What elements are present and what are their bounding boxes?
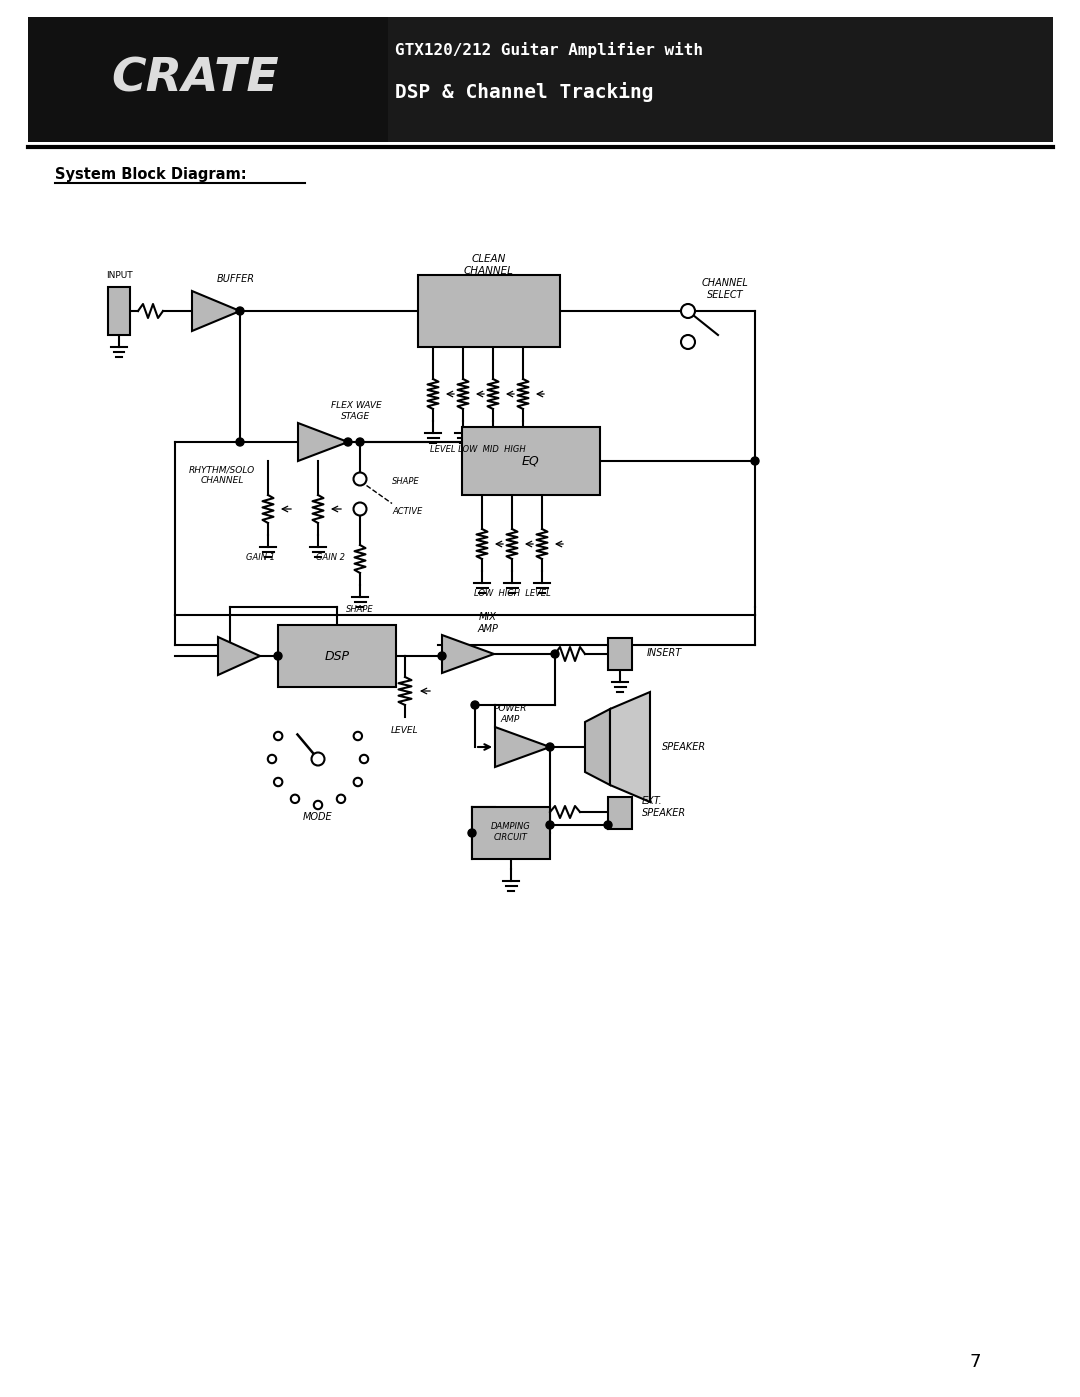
Text: CLEAN
CHANNEL: CLEAN CHANNEL [464, 254, 514, 275]
Circle shape [360, 754, 368, 763]
Text: SHAPE: SHAPE [392, 476, 420, 486]
Polygon shape [192, 291, 240, 331]
Text: LEVEL: LEVEL [391, 725, 419, 735]
Polygon shape [610, 692, 650, 802]
Text: INSERT: INSERT [647, 648, 683, 658]
Circle shape [311, 753, 324, 766]
Text: DAMPING
CIRCUIT: DAMPING CIRCUIT [491, 823, 531, 842]
Text: 7: 7 [969, 1354, 981, 1370]
Text: DSP & Channel Tracking: DSP & Channel Tracking [395, 82, 653, 102]
Text: LEVEL LOW  MID  HIGH: LEVEL LOW MID HIGH [430, 444, 526, 454]
Bar [108, 286, 130, 335]
Circle shape [546, 743, 554, 752]
Circle shape [681, 335, 696, 349]
Text: CRATE: CRATE [111, 56, 279, 102]
Bar [472, 807, 550, 859]
Polygon shape [585, 710, 610, 785]
Text: SPEAKER: SPEAKER [662, 742, 706, 752]
Polygon shape [298, 423, 348, 461]
Text: MODE: MODE [303, 812, 333, 821]
Circle shape [356, 439, 364, 446]
Text: System Block Diagram:: System Block Diagram: [55, 168, 246, 183]
Circle shape [353, 732, 362, 740]
Text: GAIN 2: GAIN 2 [315, 552, 345, 562]
Circle shape [471, 701, 480, 710]
Text: FLEX WAVE
STAGE: FLEX WAVE STAGE [330, 401, 381, 420]
Circle shape [751, 457, 759, 465]
Circle shape [237, 307, 244, 314]
Text: SHAPE: SHAPE [347, 605, 374, 613]
Circle shape [314, 800, 322, 809]
Circle shape [353, 472, 366, 486]
Bar [608, 638, 632, 671]
Bar [28, 17, 1053, 142]
Circle shape [681, 305, 696, 319]
Bar [278, 624, 396, 687]
Circle shape [546, 821, 554, 828]
Bar [418, 275, 561, 346]
Text: MIX
AMP: MIX AMP [477, 612, 499, 634]
Circle shape [468, 828, 476, 837]
Circle shape [291, 795, 299, 803]
Bar [462, 427, 600, 495]
Text: RHYTHM/SOLO
CHANNEL: RHYTHM/SOLO CHANNEL [189, 465, 255, 485]
Text: BUFFER: BUFFER [217, 274, 255, 284]
Circle shape [274, 732, 282, 740]
Text: GAIN 1: GAIN 1 [245, 552, 274, 562]
Circle shape [345, 439, 352, 446]
Text: INPUT: INPUT [106, 271, 133, 279]
Circle shape [237, 439, 244, 446]
Text: GTX120/212 Guitar Amplifier with: GTX120/212 Guitar Amplifier with [395, 42, 703, 59]
Bar [608, 798, 632, 828]
Text: POWER
AMP: POWER AMP [494, 704, 527, 724]
Bar [28, 17, 388, 142]
Polygon shape [442, 636, 494, 673]
Circle shape [337, 795, 346, 803]
Circle shape [353, 778, 362, 787]
Text: EXT.
SPEAKER: EXT. SPEAKER [642, 796, 686, 817]
Circle shape [268, 754, 276, 763]
Text: CHANNEL
SELECT: CHANNEL SELECT [702, 278, 748, 300]
Circle shape [438, 652, 446, 659]
Text: EQ: EQ [522, 454, 540, 468]
Polygon shape [218, 637, 260, 675]
Circle shape [274, 778, 282, 787]
Circle shape [274, 652, 282, 659]
Text: DSP: DSP [324, 650, 350, 662]
Circle shape [353, 503, 366, 515]
Text: LOW  HIGH  LEVEL: LOW HIGH LEVEL [474, 588, 551, 598]
Circle shape [604, 821, 612, 828]
Circle shape [551, 650, 559, 658]
Text: ACTIVE: ACTIVE [392, 507, 422, 515]
Polygon shape [495, 726, 550, 767]
